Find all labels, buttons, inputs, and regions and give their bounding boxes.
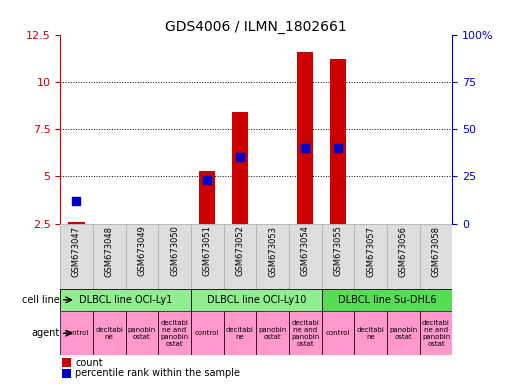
Text: GSM673053: GSM673053 [268,225,277,276]
Text: DLBCL line OCI-Ly1: DLBCL line OCI-Ly1 [79,295,172,305]
Text: GSM673048: GSM673048 [105,225,113,276]
Text: GSM673052: GSM673052 [235,225,244,276]
Bar [289,311,322,355]
Bar [387,223,419,289]
Bar [256,223,289,289]
Bar [224,311,256,355]
Text: panobin
ostat: panobin ostat [258,327,287,340]
Text: GSM673058: GSM673058 [431,225,440,276]
Bar [322,223,355,289]
Text: panobin
ostat: panobin ostat [128,327,156,340]
Bar [126,223,158,289]
Bar [322,289,452,311]
Bar [191,311,224,355]
Text: decitabi
ne: decitabi ne [226,327,254,340]
Bar [62,369,71,378]
Text: GSM673056: GSM673056 [399,225,408,276]
Text: agent: agent [31,328,60,338]
Text: control: control [326,330,350,336]
Text: decitabi
ne and
panobin
ostat: decitabi ne and panobin ostat [291,320,320,347]
Bar [256,311,289,355]
Bar [93,311,126,355]
Bar [126,311,158,355]
Bar [199,170,215,223]
Point [236,154,244,161]
Bar [232,112,248,223]
Text: GSM673049: GSM673049 [138,225,146,276]
Bar [93,223,126,289]
Bar [419,223,452,289]
Text: decitabi
ne: decitabi ne [357,327,384,340]
Text: cell line: cell line [22,295,60,305]
Bar [62,358,71,367]
Text: decitabi
ne and
panobin
ostat: decitabi ne and panobin ostat [161,320,189,347]
Bar [322,311,355,355]
Bar [191,223,224,289]
Text: GSM673055: GSM673055 [334,225,343,276]
Bar [224,223,256,289]
Bar [330,59,346,223]
Text: percentile rank within the sample: percentile rank within the sample [75,369,240,379]
Bar [60,311,93,355]
Bar [60,289,191,311]
Bar [158,311,191,355]
Bar [297,51,313,223]
Point [301,145,310,151]
Bar [69,222,85,223]
Text: count: count [75,358,103,367]
Text: GSM673047: GSM673047 [72,225,81,276]
Bar [191,289,322,311]
Bar [387,311,419,355]
Text: decitabi
ne and
panobin
ostat: decitabi ne and panobin ostat [422,320,450,347]
Bar [355,311,387,355]
Point [203,177,211,183]
Bar [289,223,322,289]
Bar [158,223,191,289]
Text: GSM673050: GSM673050 [170,225,179,276]
Text: control: control [64,330,89,336]
Text: DLBCL line OCI-Ly10: DLBCL line OCI-Ly10 [207,295,306,305]
Bar [355,223,387,289]
Text: decitabi
ne: decitabi ne [95,327,123,340]
Text: control: control [195,330,220,336]
Bar [60,223,93,289]
Text: GSM673051: GSM673051 [203,225,212,276]
Text: panobin
ostat: panobin ostat [389,327,417,340]
Point [334,145,342,151]
Point [72,198,81,204]
Text: DLBCL line Su-DHL6: DLBCL line Su-DHL6 [338,295,436,305]
Text: GSM673057: GSM673057 [366,225,375,276]
Text: GSM673054: GSM673054 [301,225,310,276]
Title: GDS4006 / ILMN_1802661: GDS4006 / ILMN_1802661 [165,20,347,33]
Bar [419,311,452,355]
